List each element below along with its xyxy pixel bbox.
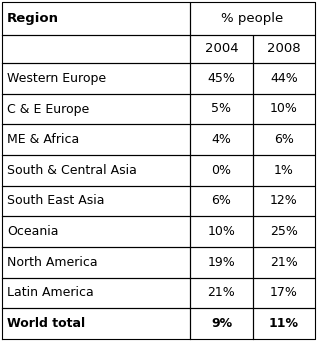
Text: 5%: 5%	[211, 103, 231, 116]
Text: 45%: 45%	[208, 72, 236, 85]
Text: 4%: 4%	[211, 133, 231, 146]
Text: 6%: 6%	[274, 133, 294, 146]
Text: 2004: 2004	[205, 43, 238, 56]
Text: 19%: 19%	[208, 256, 236, 269]
Text: 25%: 25%	[270, 225, 298, 238]
Text: 2008: 2008	[267, 43, 301, 56]
Text: C & E Europe: C & E Europe	[7, 103, 89, 116]
Text: 11%: 11%	[269, 317, 299, 330]
Text: 0%: 0%	[211, 164, 231, 177]
Text: 21%: 21%	[208, 286, 236, 299]
Text: South & Central Asia: South & Central Asia	[7, 164, 137, 177]
Text: 10%: 10%	[270, 103, 298, 116]
Text: 10%: 10%	[208, 225, 236, 238]
Text: World total: World total	[7, 317, 85, 330]
Text: South East Asia: South East Asia	[7, 194, 105, 208]
Text: 44%: 44%	[270, 72, 298, 85]
Text: 6%: 6%	[211, 194, 231, 208]
Text: Latin America: Latin America	[7, 286, 94, 299]
Text: 12%: 12%	[270, 194, 298, 208]
Text: Region: Region	[7, 12, 59, 25]
Text: Western Europe: Western Europe	[7, 72, 106, 85]
Text: 17%: 17%	[270, 286, 298, 299]
Text: North America: North America	[7, 256, 98, 269]
Text: 21%: 21%	[270, 256, 298, 269]
Text: ME & Africa: ME & Africa	[7, 133, 79, 146]
Text: % people: % people	[221, 12, 284, 25]
Text: 9%: 9%	[211, 317, 232, 330]
Text: 1%: 1%	[274, 164, 294, 177]
Text: Oceania: Oceania	[7, 225, 59, 238]
